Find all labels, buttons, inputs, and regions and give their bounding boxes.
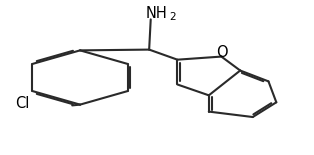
Text: 2: 2 [169, 12, 176, 22]
Text: NH: NH [146, 6, 168, 21]
Text: O: O [216, 45, 228, 60]
Text: Cl: Cl [15, 96, 29, 111]
